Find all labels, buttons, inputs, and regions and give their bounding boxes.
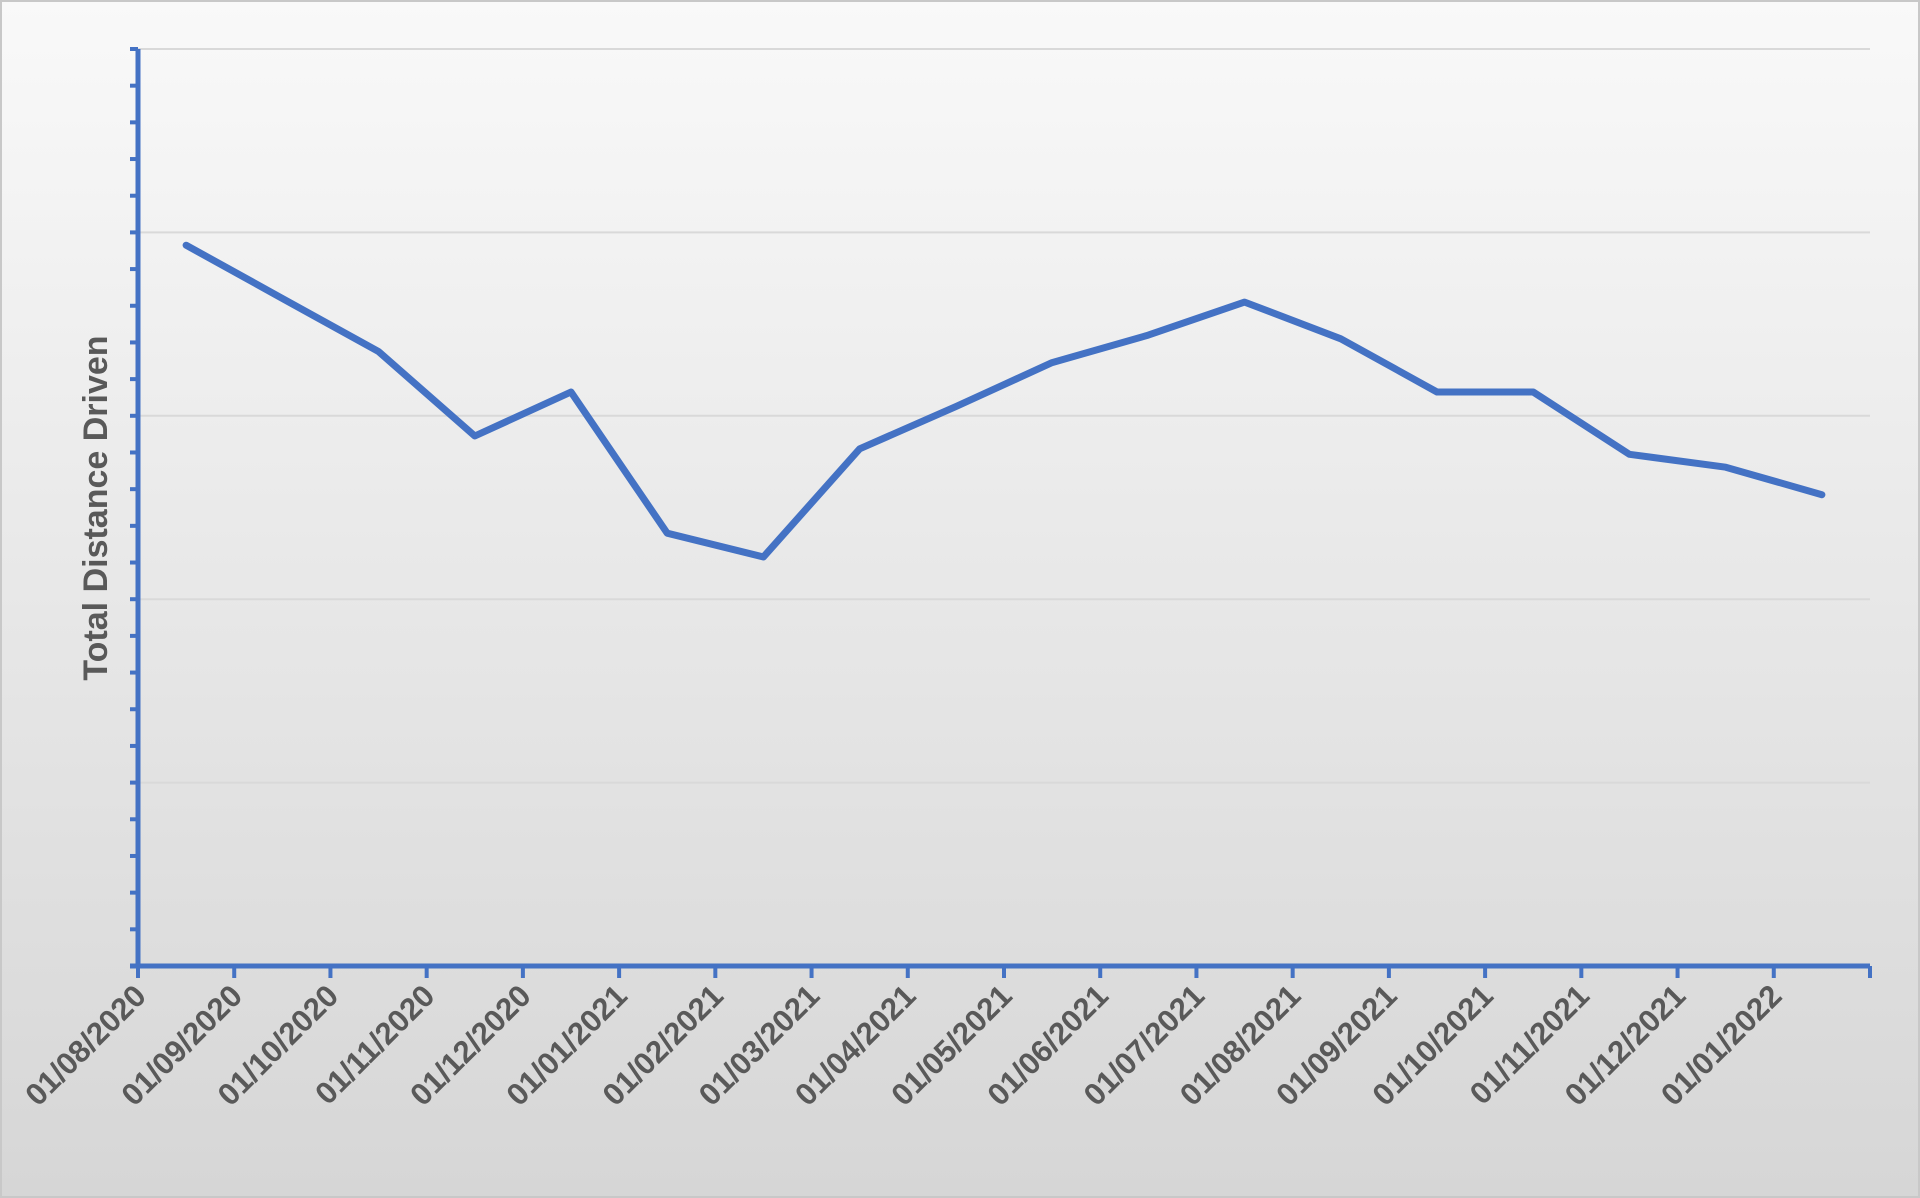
data-line — [182, 241, 1826, 561]
y-axis-title: Total Distance Driven — [77, 335, 115, 680]
